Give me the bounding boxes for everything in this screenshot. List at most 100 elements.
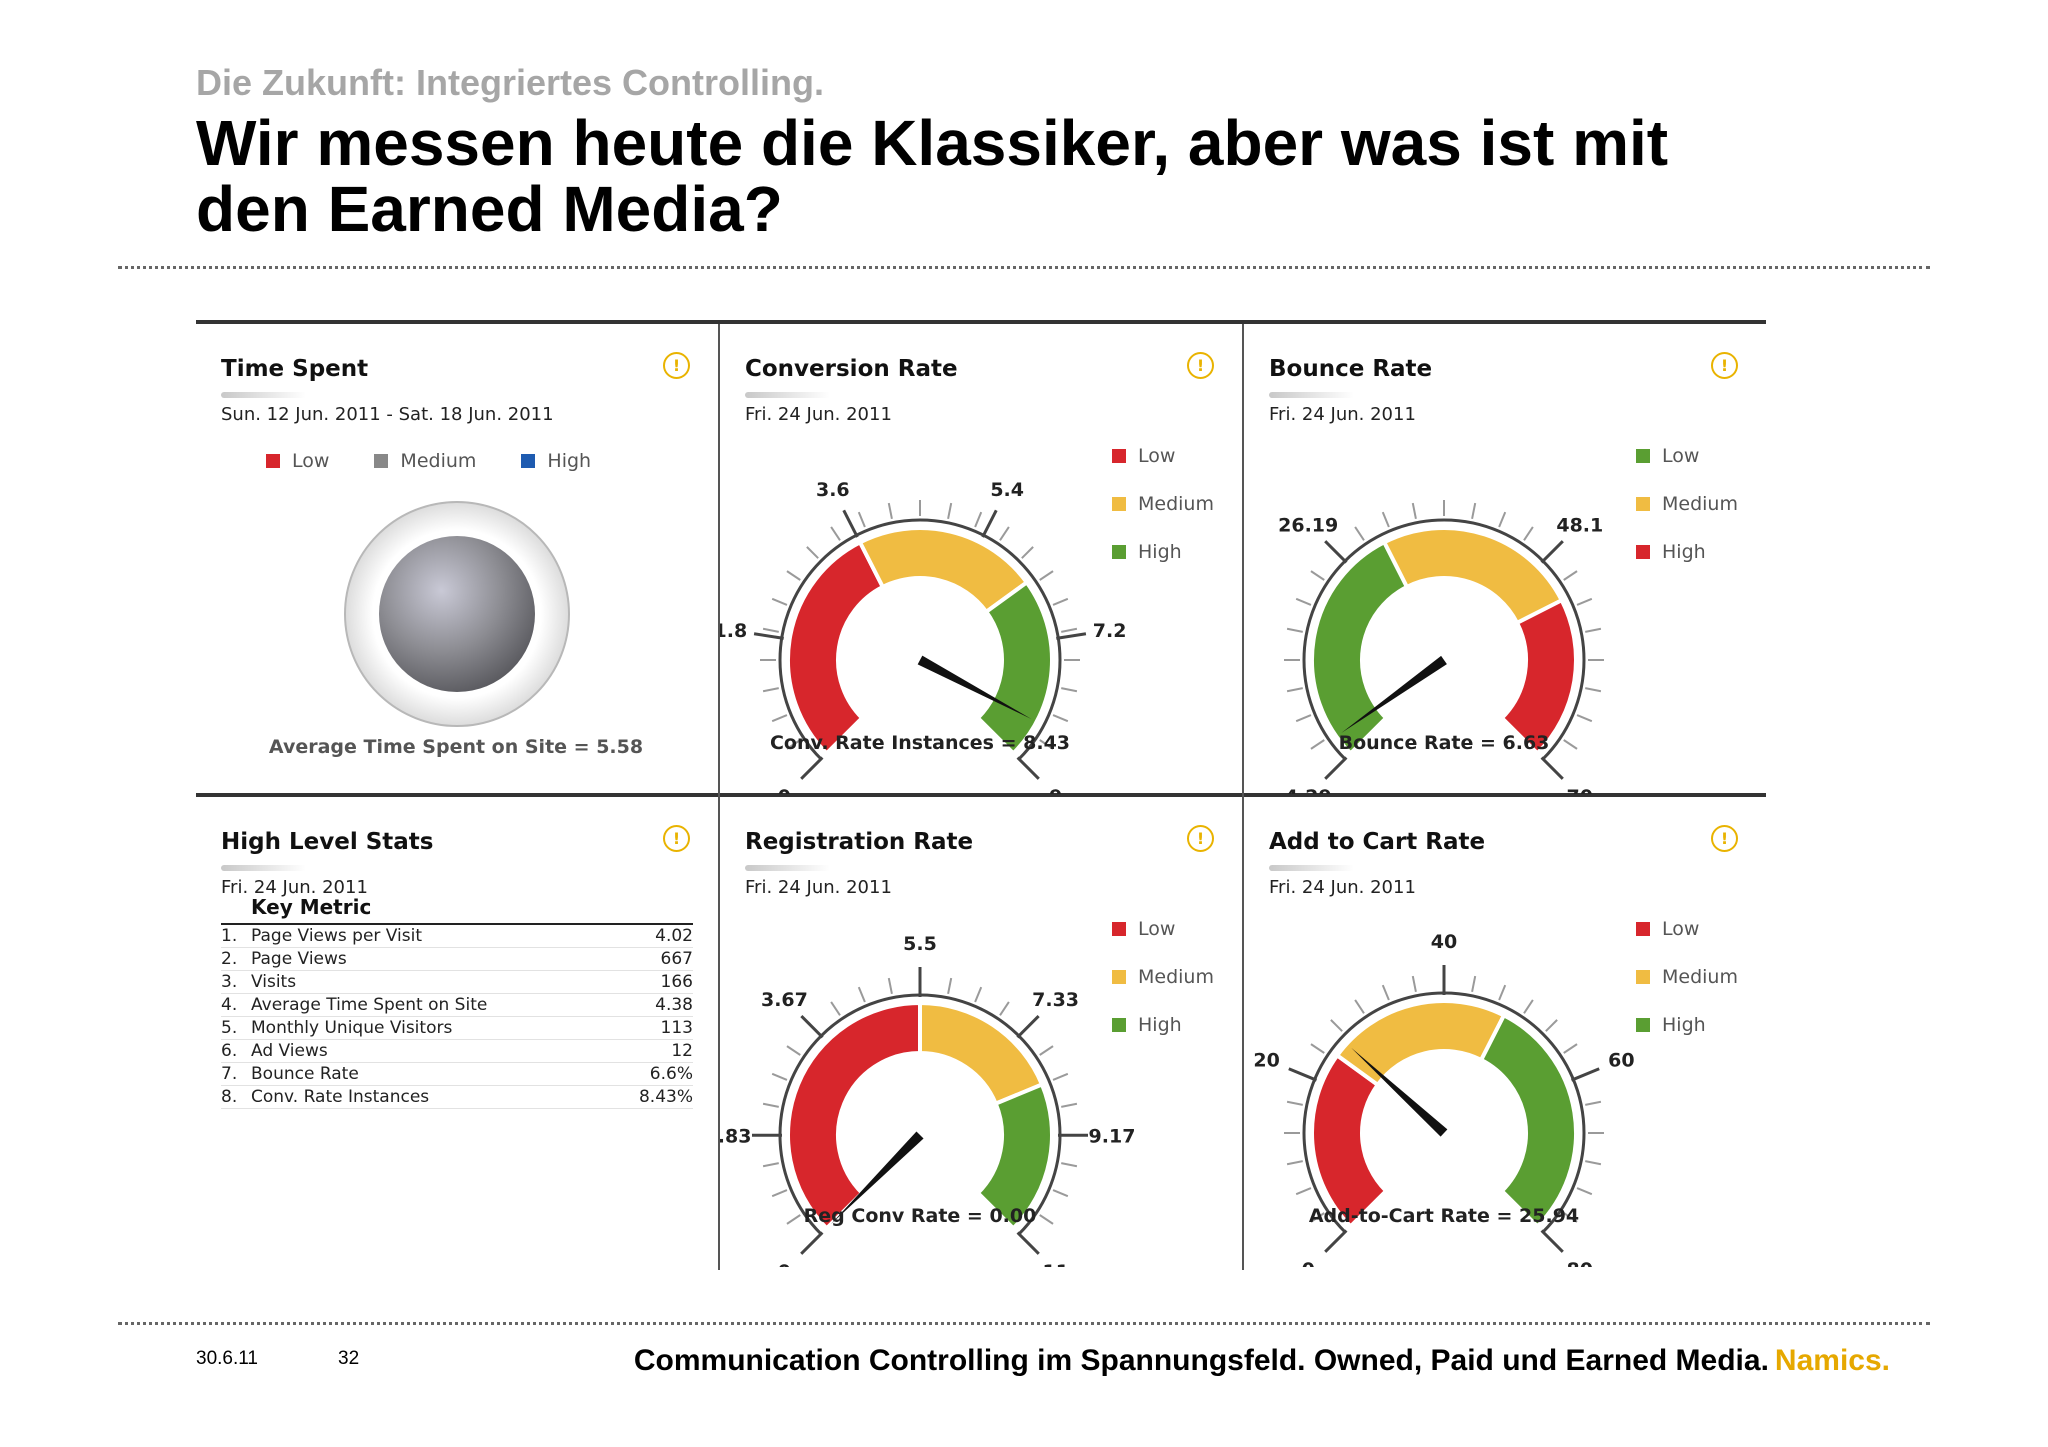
gauge-major-tick — [1540, 1229, 1564, 1253]
gauge-minor-tick — [1061, 627, 1078, 633]
row-label: Bounce Rate — [251, 1064, 359, 1084]
gauge-minor-tick — [1585, 1100, 1602, 1106]
gauge-major-tick — [753, 632, 784, 640]
gauge-minor-tick — [771, 1072, 788, 1081]
warning-icon[interactable]: ! — [1711, 825, 1738, 852]
gauge-minor-tick — [1411, 975, 1417, 992]
gauge-minor-tick — [1052, 1189, 1069, 1198]
gauge-minor-tick — [786, 1045, 801, 1056]
row-label: Page Views — [251, 949, 347, 969]
bottom-divider — [118, 1322, 1930, 1325]
gauge-minor-tick — [1471, 502, 1477, 519]
warning-icon[interactable]: ! — [1711, 352, 1738, 379]
gauge-outer-arc — [778, 518, 1062, 761]
legend-item-low: Low — [1636, 905, 1738, 953]
row-value: 8.43% — [638, 1087, 693, 1107]
gauge-minor-tick — [771, 597, 788, 606]
gauge-band-green — [1310, 539, 1410, 757]
gauge-minor-tick — [1295, 1187, 1312, 1196]
swatch-red — [1636, 922, 1650, 936]
gauge-tick-label: 9 — [1049, 786, 1062, 794]
row-number: 3. — [221, 972, 238, 992]
title-underline — [221, 865, 306, 871]
panel-title: High Level Stats — [221, 829, 434, 855]
gauge-minor-tick — [1061, 687, 1078, 693]
gauge-minor-tick — [1039, 739, 1054, 750]
stats-table: 1. Page Views per Visit 4.02 2. Page Views 66… — [221, 923, 693, 1109]
row-value: 113 — [660, 1018, 693, 1038]
gauge-minor-tick — [1585, 1160, 1602, 1166]
gauge-minor-tick — [1330, 1019, 1343, 1032]
swatch-red — [1112, 922, 1126, 936]
dashboard-middle-border — [196, 793, 1766, 797]
slide-title: Wir messen heute die Klassiker, aber was… — [196, 107, 1669, 245]
row-label: Conv. Rate Instances — [251, 1087, 430, 1107]
gauge-tick-label: 5.5 — [903, 933, 937, 955]
gauge-minor-tick — [786, 739, 801, 750]
warning-icon[interactable]: ! — [663, 352, 690, 379]
gauge-minor-tick — [1498, 511, 1507, 528]
gauge-minor-tick — [762, 1102, 779, 1108]
gauge-major-tick — [1324, 540, 1348, 564]
title-underline — [221, 392, 306, 398]
gauge-minor-tick — [1039, 570, 1054, 581]
gauge-tick-label: 5.4 — [990, 479, 1024, 501]
table-row: 5. Monthly Unique Visitors 113 — [221, 1017, 693, 1040]
gauge-minor-tick — [1523, 526, 1534, 541]
warning-icon[interactable]: ! — [1187, 825, 1214, 852]
swatch-green — [1112, 545, 1126, 559]
gauge-minor-tick — [887, 502, 893, 519]
row-value: 4.02 — [655, 926, 693, 946]
row-value: 12 — [671, 1041, 693, 1061]
swatch-blue — [521, 454, 536, 468]
legend-item-medium: Medium — [374, 450, 476, 472]
title-underline — [1269, 392, 1354, 398]
gauge-tick-label: 80 — [1567, 1259, 1593, 1267]
title-underline — [745, 392, 830, 398]
gauge-minor-tick — [1310, 1043, 1325, 1054]
legend: Low Medium High — [266, 450, 591, 472]
gauge-minor-tick — [786, 1214, 801, 1225]
gauge-tick-label: 11 — [1043, 1261, 1069, 1267]
indicator-ball — [379, 536, 535, 692]
legend-item-medium: Medium — [1112, 480, 1214, 528]
gauge-major-tick — [1324, 1229, 1348, 1253]
gauge-tick-label: 7.33 — [1032, 989, 1079, 1011]
row-label: Page Views per Visit — [251, 926, 423, 946]
gauge-major-tick — [1540, 540, 1564, 564]
brand-logo-text: Namics. — [1774, 1344, 1890, 1377]
gauge-tick-label: 1.8 — [720, 620, 747, 642]
gauge-minor-tick — [1286, 627, 1303, 633]
slide-kicker: Die Zukunft: Integriertes Controlling. — [196, 62, 824, 103]
warning-icon[interactable]: ! — [663, 825, 690, 852]
panel-date: Fri. 24 Jun. 2011 — [745, 404, 892, 425]
panel-add-to-cart-rate: Add to Cart Rate Fri. 24 Jun. 2011 ! 0 20… — [1244, 797, 1764, 1267]
gauge-minor-tick — [1061, 1162, 1078, 1168]
title-underline — [1269, 865, 1354, 871]
gauge-minor-tick — [1286, 1100, 1303, 1106]
legend-item-low: Low — [1636, 432, 1738, 480]
gauge-tick-label: 40 — [1431, 931, 1457, 953]
gauge-minor-tick — [1381, 984, 1390, 1001]
gauge-add-to-cart-rate: 0 20 40 60 80 — [1253, 931, 1634, 1267]
gauge-minor-tick — [974, 986, 983, 1003]
gauge-band-yellow — [1334, 999, 1507, 1088]
panel-time-spent: Time Spent Sun. 12 Jun. 2011 - Sat. 18 J… — [196, 324, 716, 794]
gauge-major-tick — [1016, 756, 1040, 780]
warning-icon[interactable]: ! — [1187, 352, 1214, 379]
row-number: 8. — [221, 1087, 238, 1107]
gauge-minor-tick — [1295, 714, 1312, 723]
gauge-minor-tick — [1039, 1045, 1054, 1056]
gauge-band-green — [975, 579, 1054, 757]
row-number: 1. — [221, 926, 238, 946]
column-divider-1 — [718, 324, 720, 1270]
table-row: 4. Average Time Spent on Site 4.38 — [221, 994, 693, 1017]
gauge-conversion-rate: 0 1.8 3.6 5.4 7.2 9 — [720, 479, 1126, 794]
gauge-minor-tick — [1052, 1072, 1069, 1081]
row-number: 4. — [221, 995, 238, 1015]
gauge-tick-label: 20 — [1253, 1050, 1279, 1072]
table-row: 2. Page Views 667 — [221, 948, 693, 971]
dashboard-top-border — [196, 320, 1766, 324]
gauge-caption: Add-to-Cart Rate = 25.94 — [1308, 1205, 1580, 1227]
